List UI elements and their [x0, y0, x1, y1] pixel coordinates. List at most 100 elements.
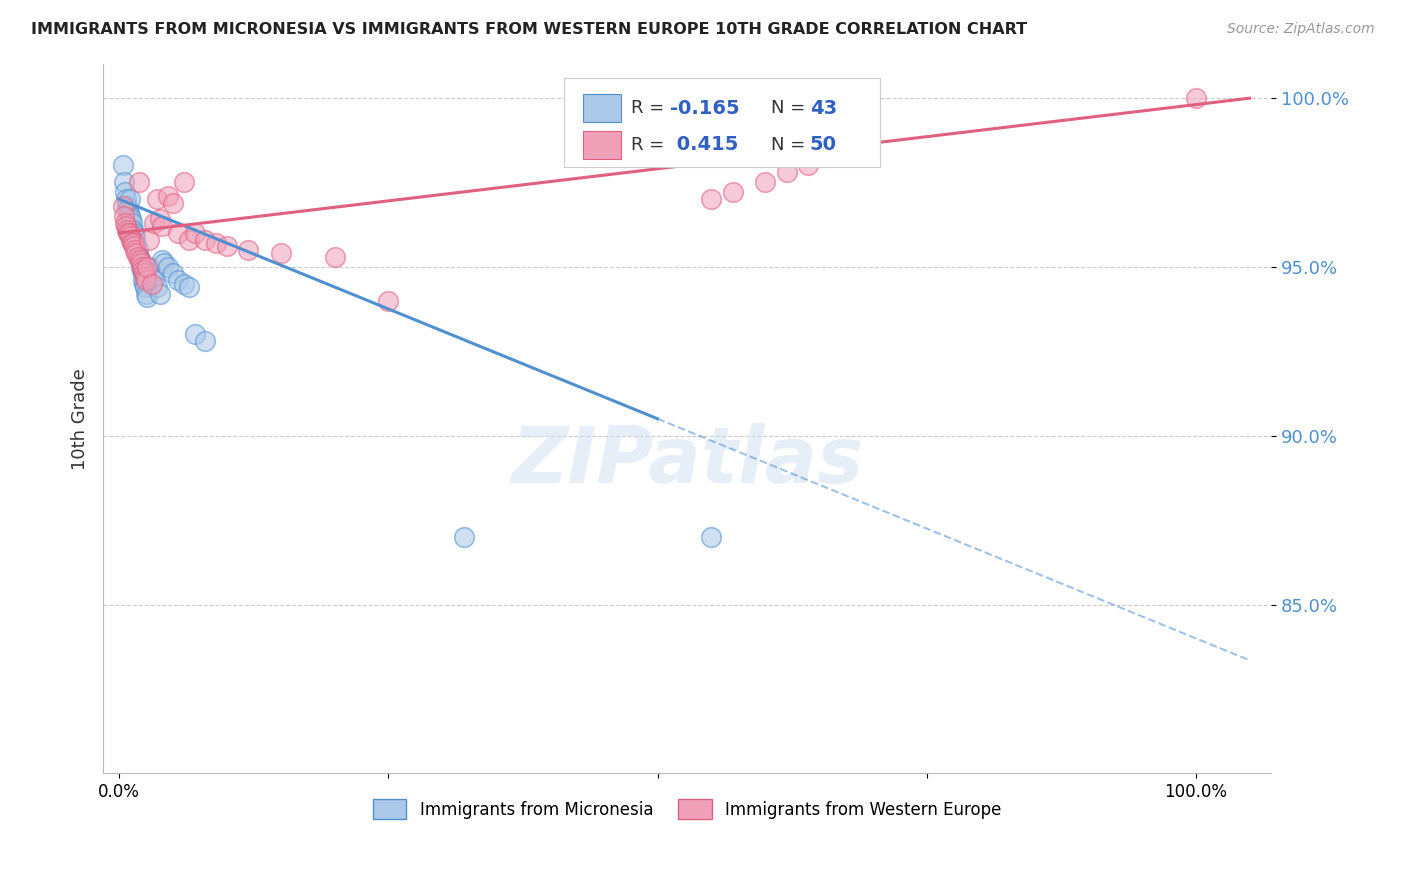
FancyBboxPatch shape	[583, 94, 620, 122]
Point	[134, 280, 156, 294]
Point	[112, 209, 135, 223]
Point	[125, 246, 148, 260]
Point	[111, 158, 134, 172]
Point	[124, 226, 146, 240]
Point	[179, 280, 201, 294]
Point	[194, 233, 217, 247]
Point	[142, 216, 165, 230]
Point	[127, 250, 149, 264]
Point	[117, 202, 139, 217]
Point	[124, 229, 146, 244]
Point	[128, 252, 150, 267]
Text: 0.415: 0.415	[669, 136, 738, 154]
Text: N =: N =	[772, 136, 811, 154]
Point	[114, 192, 136, 206]
Point	[776, 165, 799, 179]
Point	[129, 256, 152, 270]
Text: 50: 50	[810, 136, 837, 154]
Point	[205, 236, 228, 251]
Point	[132, 277, 155, 291]
Text: IMMIGRANTS FROM MICRONESIA VS IMMIGRANTS FROM WESTERN EUROPE 10TH GRADE CORRELAT: IMMIGRANTS FROM MICRONESIA VS IMMIGRANTS…	[31, 22, 1026, 37]
Point	[129, 260, 152, 274]
Point	[179, 233, 201, 247]
Point	[124, 239, 146, 253]
Point	[135, 286, 157, 301]
Point	[721, 186, 744, 200]
Text: R =: R =	[631, 99, 671, 117]
Text: R =: R =	[631, 136, 671, 154]
Point	[146, 280, 169, 294]
Point	[127, 243, 149, 257]
Point	[131, 263, 153, 277]
Point	[173, 175, 195, 189]
Point	[122, 222, 145, 236]
Point	[153, 256, 176, 270]
Point	[797, 158, 820, 172]
Point	[131, 260, 153, 274]
Y-axis label: 10th Grade: 10th Grade	[72, 368, 89, 469]
Point	[118, 229, 141, 244]
Point	[700, 192, 723, 206]
FancyBboxPatch shape	[583, 131, 620, 159]
Point	[118, 205, 141, 219]
Point	[111, 199, 134, 213]
Point	[149, 212, 172, 227]
Point	[118, 192, 141, 206]
Point	[117, 226, 139, 240]
Point	[136, 290, 159, 304]
Point	[141, 267, 163, 281]
Point	[121, 216, 143, 230]
Point	[114, 216, 136, 230]
Point	[125, 239, 148, 253]
Point	[115, 199, 138, 213]
Point	[377, 293, 399, 308]
Point	[135, 273, 157, 287]
FancyBboxPatch shape	[564, 78, 880, 167]
Point	[132, 267, 155, 281]
Point	[122, 236, 145, 251]
Point	[142, 273, 165, 287]
Text: -0.165: -0.165	[669, 98, 740, 118]
Point	[754, 175, 776, 189]
Point	[183, 327, 205, 342]
Point	[138, 260, 160, 274]
Point	[112, 175, 135, 189]
Text: 43: 43	[810, 98, 837, 118]
Point	[162, 195, 184, 210]
Point	[118, 226, 141, 240]
Point	[124, 243, 146, 257]
Point	[167, 226, 190, 240]
Point	[167, 273, 190, 287]
Point	[128, 250, 150, 264]
Point	[121, 236, 143, 251]
Point	[150, 219, 173, 234]
Point	[132, 267, 155, 281]
Text: N =: N =	[772, 99, 811, 117]
Text: Source: ZipAtlas.com: Source: ZipAtlas.com	[1227, 22, 1375, 37]
Legend: Immigrants from Micronesia, Immigrants from Western Europe: Immigrants from Micronesia, Immigrants f…	[367, 793, 1008, 825]
Point	[1184, 91, 1206, 105]
Text: ZIPatlas: ZIPatlas	[510, 424, 863, 500]
Point	[453, 530, 475, 544]
Point	[156, 260, 179, 274]
Point	[120, 233, 142, 247]
Point	[128, 252, 150, 267]
Point	[238, 243, 260, 257]
Point	[114, 219, 136, 234]
Point	[128, 175, 150, 189]
Point	[162, 267, 184, 281]
Point	[700, 530, 723, 544]
Point	[115, 222, 138, 236]
Point	[150, 252, 173, 267]
Point	[194, 334, 217, 348]
Point	[146, 192, 169, 206]
Point	[173, 277, 195, 291]
Point	[120, 212, 142, 227]
Point	[132, 273, 155, 287]
Point	[270, 246, 292, 260]
Point	[323, 250, 346, 264]
Point	[114, 186, 136, 200]
Point	[134, 269, 156, 284]
Point	[215, 239, 238, 253]
Point	[141, 277, 163, 291]
